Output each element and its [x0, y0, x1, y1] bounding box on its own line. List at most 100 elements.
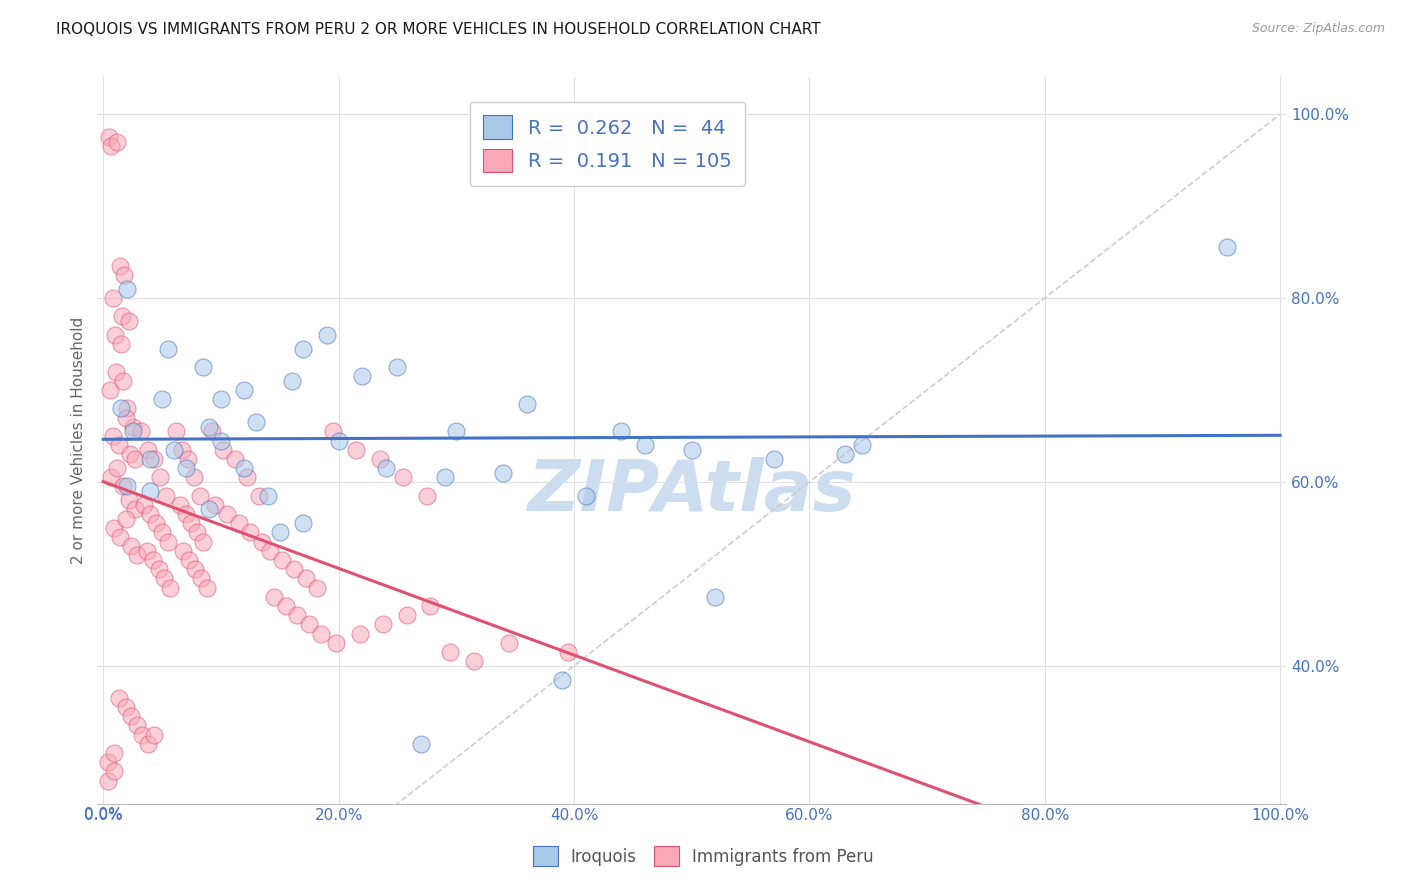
Point — [446, 425, 468, 439]
Point — [107, 438, 129, 452]
Point — [165, 425, 187, 439]
Point — [419, 599, 441, 613]
Point — [204, 498, 226, 512]
Point — [150, 392, 173, 406]
Point — [239, 525, 262, 540]
Point — [516, 397, 538, 411]
Point — [186, 525, 208, 540]
Point — [492, 466, 515, 480]
Point — [344, 442, 367, 457]
Point — [349, 626, 371, 640]
Point — [439, 645, 461, 659]
Point — [136, 442, 159, 457]
Point — [127, 549, 149, 563]
Point — [183, 470, 205, 484]
Point — [136, 737, 159, 751]
Point — [114, 410, 136, 425]
Point — [121, 709, 143, 723]
Point — [834, 447, 856, 461]
Point — [124, 451, 146, 466]
Point — [118, 314, 141, 328]
Point — [135, 544, 157, 558]
Point — [259, 544, 281, 558]
Point — [610, 425, 633, 439]
Point — [287, 608, 309, 623]
Point — [212, 442, 235, 457]
Point — [131, 728, 153, 742]
Point — [195, 581, 218, 595]
Point — [124, 502, 146, 516]
Text: IROQUOIS VS IMMIGRANTS FROM PERU 2 OR MORE VEHICLES IN HOUSEHOLD CORRELATION CHA: IROQUOIS VS IMMIGRANTS FROM PERU 2 OR MO… — [56, 22, 821, 37]
Point — [103, 521, 125, 535]
Point — [851, 438, 873, 452]
Point — [309, 626, 332, 640]
Point — [392, 470, 415, 484]
Text: ZIPAtlas: ZIPAtlas — [527, 457, 856, 526]
Point — [174, 507, 197, 521]
Point — [233, 461, 256, 475]
Point — [112, 268, 135, 282]
Point — [492, 126, 515, 140]
Point — [155, 489, 177, 503]
Point — [387, 359, 409, 374]
Point — [142, 553, 165, 567]
Point — [263, 590, 285, 604]
Point — [118, 493, 141, 508]
Point — [115, 282, 138, 296]
Point — [177, 451, 200, 466]
Point — [315, 327, 337, 342]
Point — [142, 728, 165, 742]
Point — [139, 507, 162, 521]
Point — [150, 525, 173, 540]
Point — [280, 374, 302, 388]
Point — [433, 470, 456, 484]
Point — [142, 451, 165, 466]
Point — [271, 553, 294, 567]
Point — [103, 764, 125, 779]
Point — [368, 451, 391, 466]
Point — [292, 342, 315, 356]
Text: Source: ZipAtlas.com: Source: ZipAtlas.com — [1251, 22, 1385, 36]
Point — [325, 636, 347, 650]
Point — [112, 479, 135, 493]
Point — [193, 359, 215, 374]
Point — [148, 562, 170, 576]
Point — [107, 690, 129, 705]
Point — [115, 401, 138, 416]
Point — [98, 383, 121, 397]
Point — [283, 562, 305, 576]
Point — [190, 571, 212, 585]
Point — [134, 498, 156, 512]
Point — [416, 489, 439, 503]
Point — [180, 516, 202, 531]
Point — [172, 442, 194, 457]
Point — [215, 507, 238, 521]
Point — [1216, 240, 1239, 254]
Point — [373, 617, 395, 632]
Point — [257, 489, 280, 503]
Point — [163, 442, 186, 457]
Point — [209, 392, 232, 406]
Point — [156, 342, 179, 356]
Point — [209, 434, 232, 448]
Point — [149, 470, 172, 484]
Point — [245, 415, 267, 429]
Point — [129, 425, 152, 439]
Point — [633, 438, 655, 452]
Point — [704, 590, 727, 604]
Point — [139, 451, 162, 466]
Point — [100, 470, 122, 484]
Point — [110, 337, 132, 351]
Point — [101, 429, 124, 443]
Point — [101, 291, 124, 305]
Point — [114, 511, 136, 525]
Point — [198, 419, 221, 434]
Point — [121, 539, 143, 553]
Point — [105, 365, 128, 379]
Point — [184, 562, 207, 576]
Point — [292, 516, 315, 531]
Point — [114, 700, 136, 714]
Point — [294, 571, 316, 585]
Point — [121, 425, 143, 439]
Point — [269, 525, 291, 540]
